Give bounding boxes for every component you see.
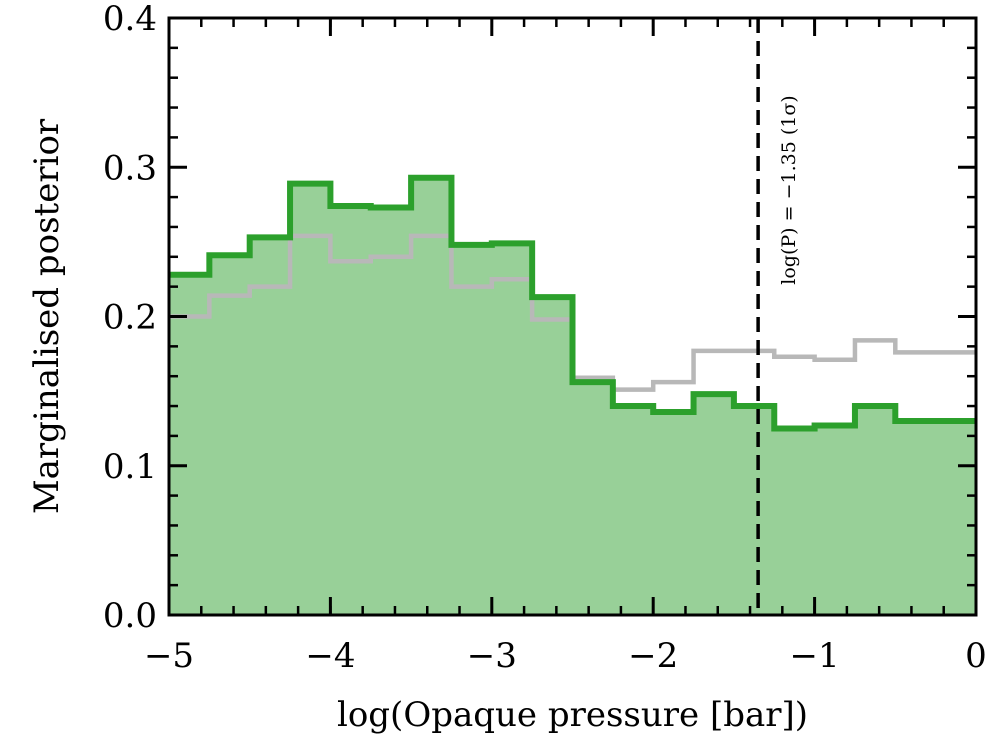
x-tick-label: −4 <box>305 636 355 676</box>
y-tick-label: 0.3 <box>103 148 157 188</box>
y-tick-label: 0.2 <box>103 298 157 338</box>
x-tick-label: −5 <box>144 636 194 676</box>
x-tick-label: −3 <box>467 636 517 676</box>
posterior-fill-area <box>169 177 976 615</box>
x-tick-label: −1 <box>790 636 840 676</box>
y-tick-label: 0.0 <box>103 596 157 636</box>
y-axis-label: Marginalised posterior <box>27 118 67 514</box>
prior-step-line <box>169 233 976 392</box>
x-tick-label: 0 <box>965 636 987 676</box>
histogram-steps <box>169 174 976 432</box>
x-axis-label: log(Opaque pressure [bar]) <box>337 695 808 735</box>
y-tick-labels: 0.0 0.1 0.2 0.3 0.4 <box>103 0 157 636</box>
plot-frame <box>167 16 978 617</box>
x-tick-label: −2 <box>628 636 678 676</box>
posterior-step-line <box>169 174 976 432</box>
histogram-fills <box>169 177 976 615</box>
y-tick-label: 0.4 <box>103 0 157 39</box>
y-tick-label: 0.1 <box>103 447 157 487</box>
x-tick-labels: −5 −4 −3 −2 −1 0 <box>144 636 987 676</box>
sigma-threshold-label: log(P) = −1.35 (1σ) <box>778 95 800 284</box>
